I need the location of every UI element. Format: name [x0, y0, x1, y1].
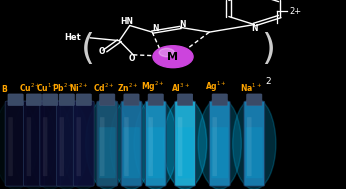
FancyBboxPatch shape — [177, 127, 193, 178]
FancyBboxPatch shape — [76, 94, 91, 105]
FancyBboxPatch shape — [148, 94, 163, 105]
Text: (: ( — [81, 32, 95, 66]
FancyBboxPatch shape — [147, 127, 164, 178]
Text: N: N — [179, 19, 185, 29]
Ellipse shape — [110, 98, 153, 189]
FancyBboxPatch shape — [56, 101, 77, 186]
Ellipse shape — [86, 98, 129, 189]
FancyBboxPatch shape — [97, 101, 118, 186]
Text: B: B — [1, 85, 7, 94]
Ellipse shape — [12, 98, 55, 189]
Text: Cd$^{2+}$: Cd$^{2+}$ — [93, 82, 114, 94]
FancyBboxPatch shape — [247, 117, 252, 176]
Ellipse shape — [198, 98, 242, 189]
FancyBboxPatch shape — [178, 117, 182, 176]
FancyBboxPatch shape — [100, 94, 115, 105]
Text: Mg$^{2+}$: Mg$^{2+}$ — [141, 80, 165, 94]
Text: Cu$^{2+}$: Cu$^{2+}$ — [19, 82, 41, 94]
FancyBboxPatch shape — [121, 101, 142, 186]
Text: Cu$^{1+}$: Cu$^{1+}$ — [36, 82, 57, 94]
Text: N: N — [152, 24, 158, 33]
Ellipse shape — [0, 98, 37, 189]
Text: 2: 2 — [265, 77, 271, 86]
FancyBboxPatch shape — [43, 117, 47, 176]
Text: M: M — [167, 52, 179, 62]
Text: Ag$^{1+}$: Ag$^{1+}$ — [205, 80, 227, 94]
FancyBboxPatch shape — [8, 117, 13, 176]
Text: Ni$^{2+}$: Ni$^{2+}$ — [69, 82, 89, 94]
FancyBboxPatch shape — [177, 94, 193, 105]
FancyBboxPatch shape — [145, 101, 166, 186]
Text: Al$^{3+}$: Al$^{3+}$ — [171, 82, 190, 94]
FancyBboxPatch shape — [24, 101, 44, 186]
FancyBboxPatch shape — [76, 117, 81, 176]
FancyBboxPatch shape — [60, 117, 64, 176]
Circle shape — [165, 52, 181, 61]
Circle shape — [159, 48, 174, 57]
FancyBboxPatch shape — [73, 101, 94, 186]
FancyBboxPatch shape — [244, 101, 265, 186]
Text: Zn$^{2+}$: Zn$^{2+}$ — [117, 82, 138, 94]
FancyBboxPatch shape — [246, 127, 263, 178]
Text: Pb$^{2+}$: Pb$^{2+}$ — [52, 82, 73, 94]
Ellipse shape — [134, 98, 177, 189]
Circle shape — [153, 46, 193, 68]
Text: O: O — [99, 46, 105, 56]
FancyBboxPatch shape — [40, 101, 61, 186]
FancyBboxPatch shape — [211, 127, 228, 178]
FancyBboxPatch shape — [100, 117, 104, 176]
Ellipse shape — [164, 98, 207, 189]
FancyBboxPatch shape — [175, 101, 195, 186]
Text: HN: HN — [120, 17, 134, 26]
FancyBboxPatch shape — [27, 117, 31, 176]
FancyBboxPatch shape — [124, 94, 139, 105]
FancyBboxPatch shape — [212, 94, 227, 105]
FancyBboxPatch shape — [43, 94, 58, 105]
FancyBboxPatch shape — [99, 127, 116, 178]
FancyBboxPatch shape — [124, 117, 129, 176]
Circle shape — [159, 49, 187, 64]
FancyBboxPatch shape — [8, 94, 23, 105]
Text: ): ) — [261, 32, 275, 66]
Text: 2+: 2+ — [289, 7, 301, 16]
Ellipse shape — [45, 98, 89, 189]
Text: N: N — [251, 24, 257, 33]
Text: O: O — [128, 54, 135, 63]
FancyBboxPatch shape — [123, 127, 140, 178]
Ellipse shape — [28, 98, 72, 189]
FancyBboxPatch shape — [247, 94, 262, 105]
Ellipse shape — [62, 98, 105, 189]
FancyBboxPatch shape — [26, 94, 42, 105]
FancyBboxPatch shape — [59, 94, 74, 105]
Text: Het: Het — [65, 33, 81, 42]
FancyBboxPatch shape — [5, 101, 26, 186]
FancyBboxPatch shape — [209, 101, 230, 186]
Ellipse shape — [233, 98, 276, 189]
FancyBboxPatch shape — [148, 117, 153, 176]
FancyBboxPatch shape — [212, 117, 217, 176]
Text: Na$^{1+}$: Na$^{1+}$ — [240, 82, 262, 94]
